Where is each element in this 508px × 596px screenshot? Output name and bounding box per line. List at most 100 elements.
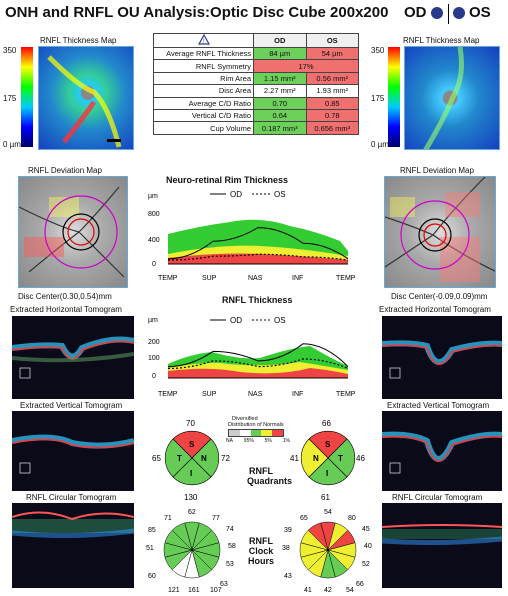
os-quadrant-chart: S N I T 66 41 61 46 (290, 419, 365, 502)
os-quadrant-i-value: 61 (321, 493, 330, 502)
distribution-title: Distribution of Normals (228, 422, 284, 428)
os-eye-label: OS (453, 4, 491, 21)
rnfl-legend-od: OD (230, 316, 242, 325)
clock-hour-value: 39 (284, 527, 292, 534)
os-thickness-map-overlay (423, 47, 464, 149)
rim-chart: µm OD OS 800 400 0 TEMP SUP NAS INF TEMP (148, 190, 356, 282)
clock-hour-value: 80 (348, 515, 356, 522)
svg-text:T: T (338, 454, 343, 463)
row-label: Cup Volume (153, 121, 254, 135)
od-thickness-map-label: RNFL Thickness Map (40, 36, 117, 45)
rnfl-ytick: 0 (152, 373, 156, 380)
rim-ytick: 0 (152, 261, 156, 268)
clock-hour-segment (171, 522, 193, 551)
od-quadrant-t-value: 65 (152, 454, 161, 463)
table-row: Disc Area 2.27 mm² 1.93 mm² (153, 84, 359, 98)
od-deviation-overlay (19, 186, 125, 278)
rim-xtick: TEMP (158, 275, 178, 282)
row-label: Rim Area (153, 71, 254, 86)
dist-tick: 1% (282, 438, 290, 444)
row-label: Average RNFL Thickness (153, 46, 254, 61)
rnfl-xtick: INF (292, 391, 303, 398)
clock-hour-value: 77 (212, 515, 220, 522)
rim-os-line (167, 253, 349, 261)
od-eye-label: OD (404, 4, 443, 21)
clock-hour-value: 38 (282, 545, 290, 552)
os-disc-center: Disc Center(-0.09,0.09)mm (391, 292, 488, 301)
warning-cell: ! (153, 33, 254, 48)
svg-text:I: I (326, 469, 328, 478)
od-scale-bot: 0 µm (3, 140, 21, 149)
os-horizontal-tomogram-label: Extracted Horizontal Tomogram (379, 305, 491, 314)
os-value: 0.85 (305, 96, 359, 110)
rim-od-line (167, 227, 349, 260)
od-circular-tomogram-image (12, 511, 134, 539)
table-row: RNFL Symmetry 17% (153, 59, 359, 73)
os-horizontal-tomogram-image (382, 340, 502, 379)
os-value: 0.78 (305, 108, 359, 123)
rim-ytick: 800 (148, 211, 160, 218)
os-value: 54 µm (305, 46, 359, 61)
os-scale-mid: 175 (371, 94, 385, 103)
rnfl-os-line (167, 358, 349, 370)
clock-hour-value: 51 (146, 545, 154, 552)
rnfl-chart: µm OD OS 200 100 0 TEMP SUP NAS INF TEMP (148, 316, 356, 398)
clock-hour-value: 121 (168, 587, 180, 594)
svg-text:S: S (325, 440, 331, 449)
od-horizontal-tomogram-label: Extracted Horizontal Tomogram (10, 305, 122, 314)
dist-yellow-swatch (261, 430, 273, 436)
od-column-header: OD (253, 33, 307, 48)
rim-legend-od: OD (230, 190, 242, 199)
clock-hour-value: 42 (324, 587, 332, 594)
os-thickness-map-label: RNFL Thickness Map (403, 36, 480, 45)
od-dot-icon (430, 6, 443, 19)
clock-hour-value: 45 (362, 526, 370, 533)
distribution-legend-bar (228, 429, 284, 437)
row-label: Vertical C/D Ratio (153, 108, 254, 123)
rim-y-unit: µm (148, 193, 158, 200)
os-value: 1.93 mm² (305, 84, 359, 98)
od-disc-center: Disc Center(0.30,0.54)mm (18, 292, 112, 301)
os-deviation-map (384, 176, 496, 288)
od-scale-top: 350 (3, 46, 17, 55)
dist-red-swatch (272, 430, 283, 436)
rim-ytick: 400 (148, 237, 160, 244)
od-circular-tomogram (12, 503, 134, 588)
svg-text:N: N (201, 454, 207, 463)
table-row: Average C/D Ratio 0.70 0.85 (153, 96, 359, 110)
clock-hour-value: 66 (356, 581, 364, 588)
os-circular-tomogram (382, 503, 502, 588)
clock-label1: RNFL (249, 536, 273, 546)
clock-hour-value: 40 (364, 543, 372, 550)
od-color-scale (21, 47, 33, 147)
clock-hour-value: 53 (226, 561, 234, 568)
os-quadrant-t-value: 41 (290, 454, 299, 463)
rnfl-ytick: 200 (148, 339, 160, 346)
od-horizontal-tomogram (12, 316, 134, 399)
clock-label3: Hours (247, 556, 274, 566)
rnfl-od-line (167, 343, 349, 368)
svg-text:S: S (189, 440, 195, 449)
od-circular-tomogram-label: RNFL Circular Tomogram (26, 493, 117, 502)
od-thickness-map-overlay (47, 55, 122, 148)
os-label: OS (469, 4, 491, 21)
os-color-scale (388, 47, 400, 147)
rim-xtick: SUP (202, 275, 217, 282)
os-value: 0.56 mm² (305, 71, 359, 86)
od-quadrant-i-value: 130 (184, 493, 198, 502)
rim-xtick: INF (292, 275, 303, 282)
clock-label2: Clock (248, 546, 274, 556)
dist-na-swatch (229, 430, 240, 436)
table-row: Cup Volume 0.187 mm³ 0.656 mm³ (153, 121, 359, 135)
clock-hour-value: 74 (226, 526, 234, 533)
warning-triangle-icon: ! (197, 33, 210, 45)
dist-tick: NA (226, 438, 233, 444)
page-title: ONH and RNFL OU Analysis:Optic Disc Cube… (5, 4, 389, 21)
os-scale-top: 350 (371, 46, 385, 55)
os-thickness-map (404, 46, 500, 150)
rnfl-y-unit: µm (148, 317, 158, 324)
os-deviation-label: RNFL Deviation Map (400, 166, 474, 175)
os-value: 0.656 mm³ (305, 121, 359, 135)
clock-hour-value: 60 (148, 573, 156, 580)
